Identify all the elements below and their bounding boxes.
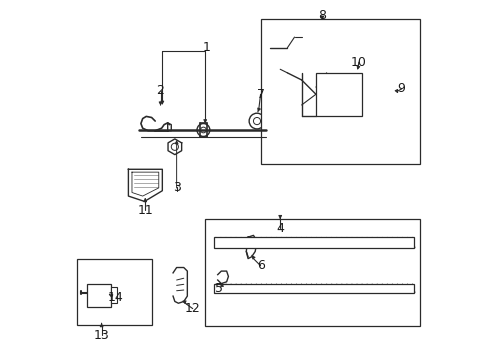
Text: 11: 11 [137,204,153,217]
Text: 9: 9 [397,82,405,95]
Bar [315,73,362,116]
Text: 7: 7 [256,88,264,101]
Text: 3: 3 [172,181,180,194]
Bar [205,219,419,327]
Text: 6: 6 [256,259,264,272]
Text: 4: 4 [276,222,284,235]
Text: 2: 2 [156,84,164,97]
Bar [77,258,151,325]
Bar [87,284,110,307]
Text: 12: 12 [184,302,200,315]
Bar [214,237,413,248]
Text: 13: 13 [94,329,109,342]
Bar [110,287,117,303]
Text: 10: 10 [350,55,366,69]
Bar [260,19,419,164]
Bar [214,284,413,293]
Text: 1: 1 [203,41,210,54]
Text: 14: 14 [108,291,123,305]
Text: 5: 5 [215,283,223,296]
Text: 8: 8 [318,9,325,22]
